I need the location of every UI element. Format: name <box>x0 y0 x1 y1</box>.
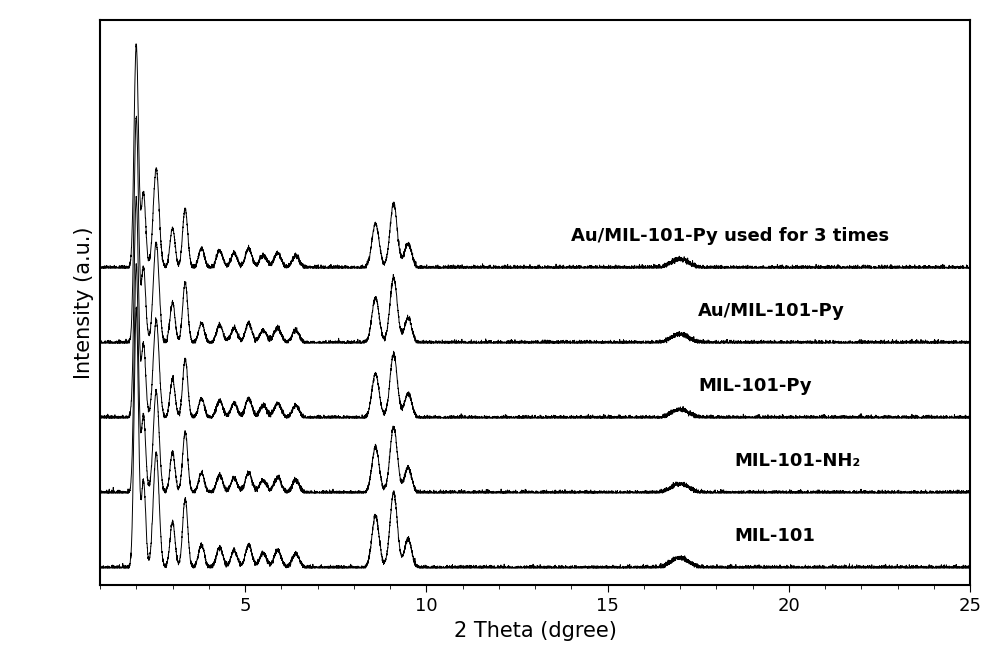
Text: MIL-101-Py: MIL-101-Py <box>698 377 812 395</box>
Text: MIL-101: MIL-101 <box>734 527 815 545</box>
Text: Au/MIL-101-Py used for 3 times: Au/MIL-101-Py used for 3 times <box>571 227 889 245</box>
Text: Au/MIL-101-Py: Au/MIL-101-Py <box>698 302 845 321</box>
Y-axis label: Intensity (a.u.): Intensity (a.u.) <box>74 226 94 379</box>
X-axis label: 2 Theta (dgree): 2 Theta (dgree) <box>454 620 616 640</box>
Text: MIL-101-NH₂: MIL-101-NH₂ <box>734 452 861 470</box>
